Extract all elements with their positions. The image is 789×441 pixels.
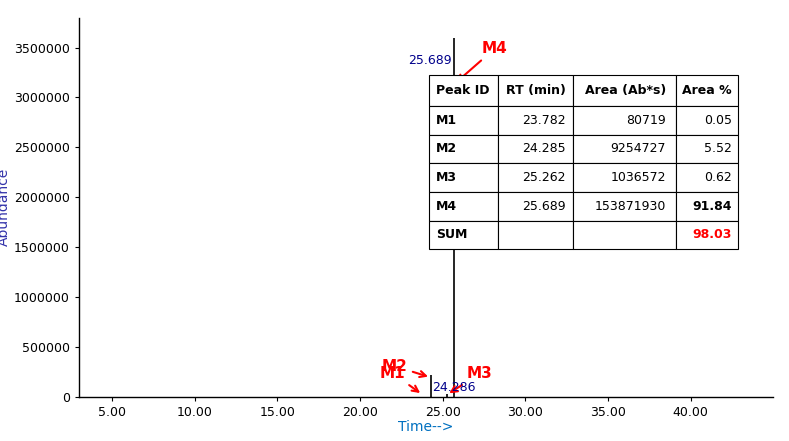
Text: M3: M3 [451,366,493,392]
Text: M2: M2 [381,359,426,377]
Text: 24.286: 24.286 [432,381,476,394]
Text: M1: M1 [380,366,418,392]
X-axis label: Time-->: Time--> [398,420,454,434]
Text: M4: M4 [458,41,508,81]
Y-axis label: Abundance: Abundance [0,168,11,247]
Text: 25.689: 25.689 [408,54,451,67]
